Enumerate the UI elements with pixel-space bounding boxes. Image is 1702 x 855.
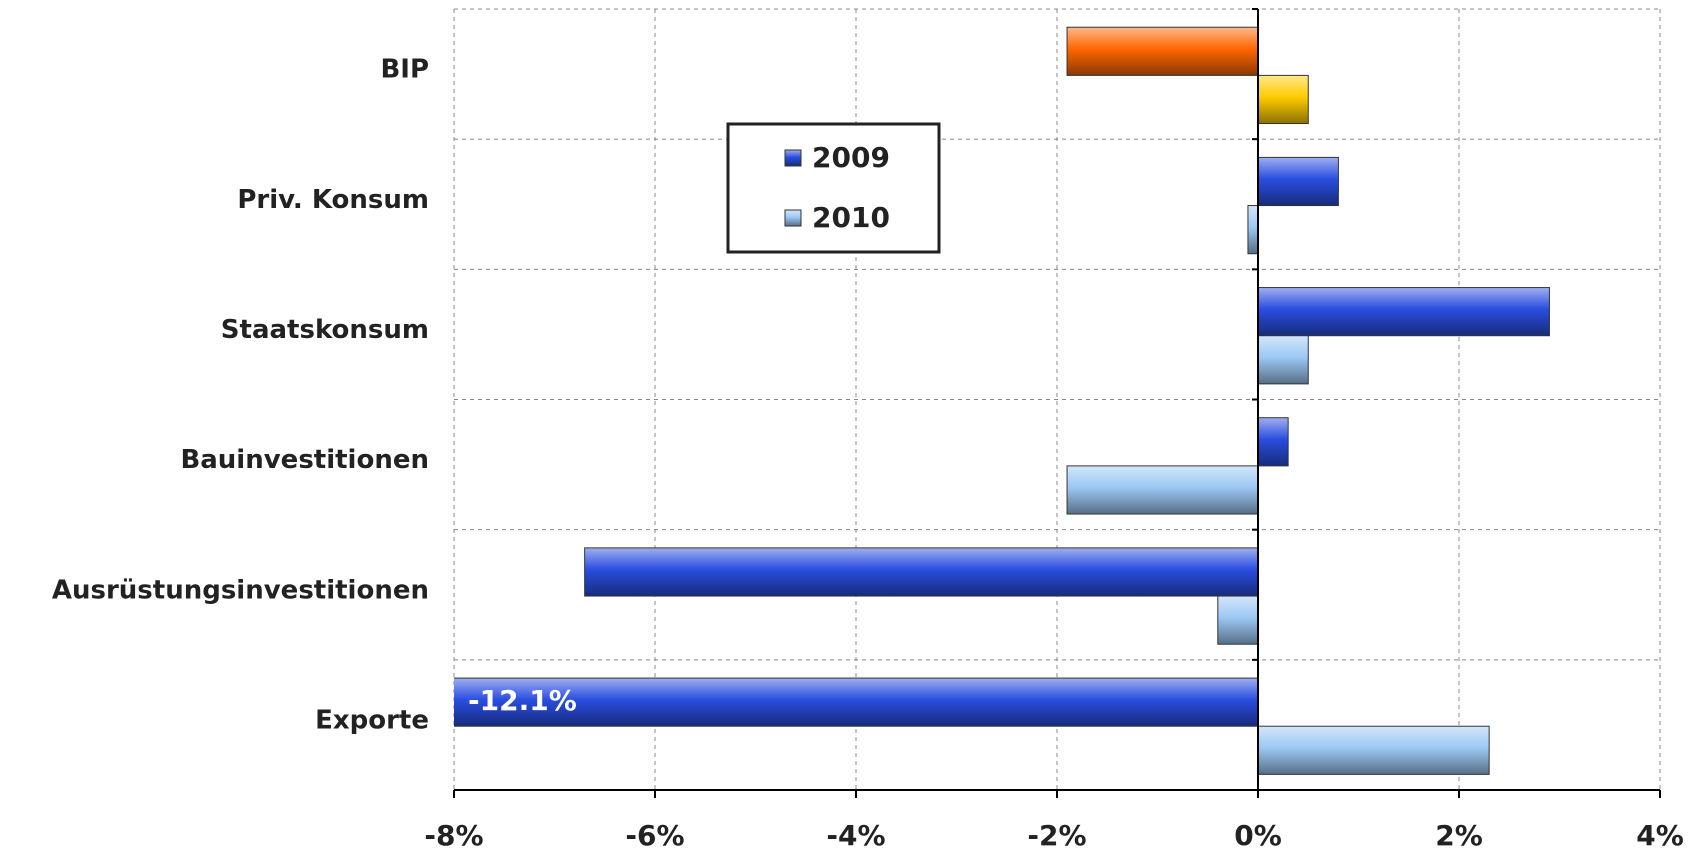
- legend-swatch: [784, 209, 802, 227]
- legend-label: 2010: [812, 201, 890, 234]
- x-tick-label: 0%: [1234, 819, 1282, 852]
- value-label: -12.1%: [468, 684, 577, 717]
- bar: [1257, 417, 1289, 467]
- bar: [1247, 205, 1259, 255]
- legend: 2009 2010: [726, 122, 941, 254]
- category-label: Staatskonsum: [221, 315, 429, 345]
- x-tick-label: -4%: [826, 819, 885, 852]
- category-label: Priv. Konsum: [237, 185, 429, 215]
- x-tick-label: -6%: [625, 819, 684, 852]
- bar: [584, 547, 1259, 597]
- x-tick-label: 2%: [1435, 819, 1483, 852]
- x-tick-label: -2%: [1027, 819, 1086, 852]
- category-label: Bauinvestitionen: [180, 445, 429, 475]
- bar: [1257, 74, 1309, 125]
- x-tick-label: 4%: [1636, 819, 1684, 852]
- legend-swatch: [784, 149, 802, 167]
- legend-label: 2009: [812, 141, 890, 174]
- bars: [454, 26, 1550, 775]
- bar: [1066, 26, 1259, 76]
- bar: [1257, 725, 1490, 775]
- x-tick-label: -8%: [424, 819, 483, 852]
- legend-box: [726, 122, 941, 254]
- bar: [1257, 335, 1309, 385]
- bar: [1217, 595, 1259, 645]
- bar: [1257, 287, 1550, 337]
- category-label: Exporte: [315, 706, 429, 736]
- bar: [1257, 156, 1339, 207]
- category-label: BIP: [380, 55, 429, 85]
- category-label: Ausrüstungsinvestitionen: [52, 575, 429, 605]
- bar: [454, 677, 1259, 727]
- bar: [1066, 465, 1259, 515]
